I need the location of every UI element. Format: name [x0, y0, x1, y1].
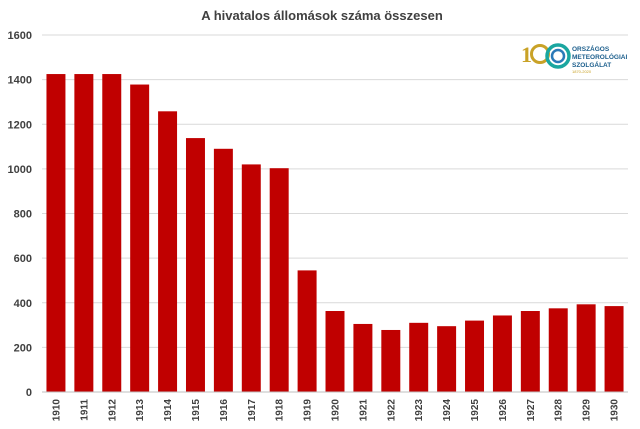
x-tick-label: 1914 [163, 399, 174, 422]
bar-1930 [604, 306, 624, 392]
omsz-logo: 1 ORSZÁGOS METEOROLÓGIAI SZOLGÁLAT 1870-… [521, 42, 627, 74]
bar-1911 [74, 74, 94, 392]
bar-1924 [437, 326, 457, 392]
y-tick-label: 600 [14, 253, 32, 265]
x-tick-label: 1916 [219, 399, 230, 422]
bar-1913 [130, 84, 150, 392]
bar-1914 [158, 111, 178, 392]
x-tick-label: 1911 [79, 399, 90, 421]
bar-1912 [102, 74, 122, 392]
bar-1917 [241, 164, 261, 392]
y-tick-label: 200 [14, 342, 32, 354]
bar-1915 [185, 138, 205, 392]
logo-line-2: METEOROLÓGIAI [572, 52, 627, 61]
bar-1921 [353, 323, 373, 392]
x-tick-label: 1918 [275, 399, 286, 422]
bar-1916 [213, 148, 233, 392]
bar-1929 [576, 304, 596, 392]
bar-1919 [297, 270, 317, 392]
bar-1925 [465, 320, 485, 392]
x-tick-label: 1926 [498, 399, 509, 422]
x-tick-label: 1929 [582, 399, 593, 422]
y-tick-label: 1200 [8, 119, 32, 131]
bar-1926 [492, 315, 512, 392]
x-tick-label: 1928 [554, 399, 565, 422]
x-tick-label: 1920 [331, 399, 342, 422]
x-tick-label: 1925 [470, 399, 481, 422]
y-tick-label: 400 [14, 298, 32, 310]
bar-1922 [381, 329, 401, 392]
x-tick-label: 1930 [610, 399, 621, 422]
x-tick-label: 1910 [51, 399, 62, 422]
y-tick-label: 800 [14, 209, 32, 221]
x-axis-ticks: 1910 1911 1912 1913 1914 1915 1916 1917 1918 1919… [51, 399, 620, 422]
x-tick-label: 1919 [303, 399, 314, 422]
bar-1923 [409, 322, 429, 392]
x-tick-label: 1922 [386, 399, 397, 422]
logo-150-mark: 1 [521, 42, 571, 69]
logo-line-3: SZOLGÁLAT [572, 60, 611, 69]
x-tick-label: 1921 [358, 399, 369, 422]
bar-1910 [46, 74, 66, 392]
chart-title: A hivatalos állomások száma összesen [201, 8, 443, 23]
bar-series [46, 74, 624, 392]
bar-1927 [520, 311, 540, 392]
bar-1920 [325, 311, 345, 392]
logo-line-1: ORSZÁGOS [572, 44, 610, 53]
bar-1928 [548, 308, 568, 392]
y-tick-label: 1600 [8, 30, 32, 42]
bar-1918 [269, 168, 289, 392]
x-tick-label: 1924 [442, 399, 453, 422]
svg-text:1: 1 [521, 42, 532, 67]
y-axis-ticks: 0 200 400 600 800 1000 1200 1400 1600 [8, 30, 32, 399]
y-tick-label: 0 [26, 387, 32, 399]
y-tick-label: 1000 [8, 164, 32, 176]
x-tick-label: 1917 [247, 399, 258, 422]
y-tick-label: 1400 [8, 75, 32, 87]
x-tick-label: 1913 [135, 399, 146, 422]
x-tick-label: 1915 [191, 399, 202, 422]
x-tick-label: 1912 [107, 399, 118, 422]
logo-years: 1870-2020 [572, 69, 592, 74]
x-tick-label: 1923 [414, 399, 425, 422]
x-tick-label: 1927 [526, 399, 537, 422]
